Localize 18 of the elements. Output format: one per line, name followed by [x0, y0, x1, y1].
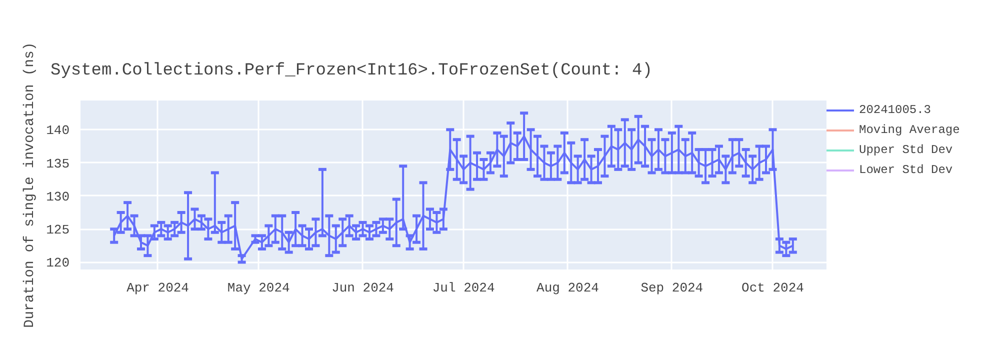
x-tick-label: Aug 2024	[536, 280, 600, 296]
y-tick-label: 125	[46, 222, 70, 238]
legend-label: 20241005.3	[859, 103, 932, 117]
x-tick-label: Apr 2024	[126, 280, 190, 296]
x-tick-label: Jul 2024	[432, 280, 495, 296]
x-tick-label: Oct 2024	[742, 280, 804, 296]
y-tick-label: 140	[46, 123, 70, 138]
y-tick-label: 135	[46, 156, 70, 172]
x-tick-label: May 2024	[227, 280, 290, 296]
y-tick-label: 120	[46, 256, 70, 271]
legend-label: Upper Std Dev	[859, 143, 953, 157]
legend-label: Lower Std Dev	[859, 163, 953, 177]
y-tick-label: 130	[46, 189, 70, 204]
y-axis-title: Duration of single invocation (ns)	[22, 42, 38, 328]
legend-label: Moving Average	[859, 123, 960, 137]
x-tick-label: Sep 2024	[640, 280, 704, 296]
chart-title: System.Collections.Perf_Frozen<Int16>.ToFrozenSet(Count: 4)	[50, 62, 652, 80]
x-tick-label: Jun 2024	[332, 280, 394, 296]
